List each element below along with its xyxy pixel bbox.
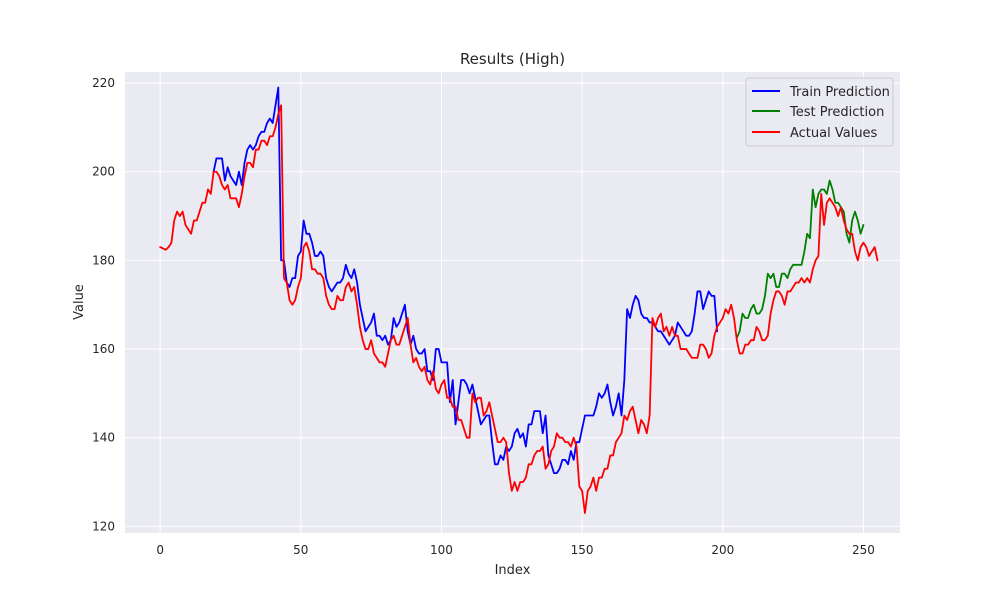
x-tick-label: 0 bbox=[156, 543, 164, 557]
legend-entry-train-prediction: Train Prediction bbox=[789, 85, 890, 100]
x-axis-label: Index bbox=[495, 563, 531, 578]
legend-box bbox=[745, 77, 894, 147]
x-axis-ticks: 0 50 100 150 200 250 bbox=[156, 543, 875, 557]
legend: Train Prediction Test Prediction Actual … bbox=[745, 77, 894, 147]
y-tick-label: 180 bbox=[92, 253, 115, 267]
y-axis-label: Value bbox=[72, 284, 87, 320]
chart-title: Results (High) bbox=[460, 50, 565, 68]
legend-entry-test-prediction: Test Prediction bbox=[789, 105, 884, 120]
grid-lines bbox=[125, 72, 900, 533]
x-tick-label: 150 bbox=[571, 543, 594, 557]
y-tick-label: 120 bbox=[92, 519, 115, 533]
series-line-test-prediction bbox=[735, 179, 865, 339]
y-tick-label: 220 bbox=[92, 76, 115, 90]
x-tick-label: 100 bbox=[430, 543, 453, 557]
y-axis-ticks: 120 140 160 180 200 220 bbox=[92, 76, 115, 533]
series-line-actual-values bbox=[159, 104, 879, 514]
y-tick-label: 160 bbox=[92, 342, 115, 356]
y-tick-label: 140 bbox=[92, 431, 115, 445]
x-tick-label: 200 bbox=[711, 543, 734, 557]
series-layer bbox=[159, 86, 879, 514]
series-line-train-prediction bbox=[212, 86, 719, 475]
legend-entry-actual-values: Actual Values bbox=[790, 126, 878, 141]
x-tick-label: 50 bbox=[293, 543, 308, 557]
y-tick-label: 200 bbox=[92, 165, 115, 179]
x-tick-label: 250 bbox=[852, 543, 875, 557]
